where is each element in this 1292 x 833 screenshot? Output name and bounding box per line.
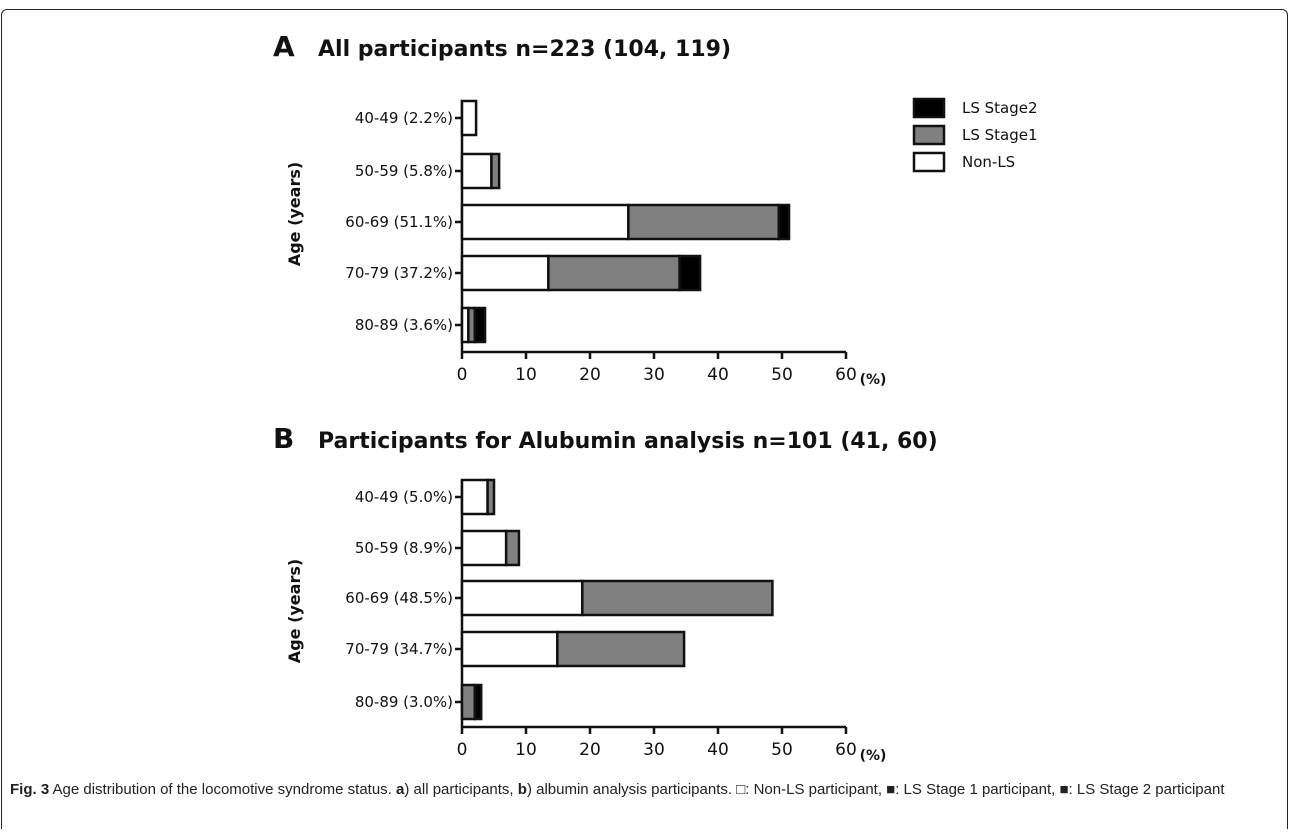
panel-a-bar-non-ls: [460, 99, 478, 137]
panel-a-category-label: 40-49 (2.2%): [355, 109, 453, 127]
panel-b-bar-ls-stage1: [486, 478, 496, 516]
panel-b-bar-ls-stage1: [460, 683, 477, 721]
panel-b-bar-ls-stage2: [473, 683, 483, 721]
panel-a-x-tick-label: 40: [707, 365, 729, 385]
panel-a-bar-ls-stage1: [490, 152, 501, 190]
panel-b-x-tick-label: 40: [707, 740, 729, 760]
panel-a-legend: LS Stage2 LS Stage1 Non-LS: [912, 97, 1038, 173]
panel-a-bar-ls-stage2: [777, 203, 791, 241]
panel-a-x-tick-label: 30: [643, 365, 665, 385]
panel-a-category-label: 80-89 (3.6%): [355, 316, 453, 334]
panel-b: B Participants for Alubumin analysis n=1…: [273, 422, 938, 764]
panel-a-x-unit: (%): [860, 372, 887, 388]
panel-a-letter: A: [273, 30, 295, 63]
panel-a-bar-ls-stage2: [473, 306, 487, 344]
panel-a-x-tick-label: 0: [457, 365, 468, 385]
panel-a-y-axis-title: Age (years): [285, 162, 304, 266]
caption-a: a: [396, 781, 405, 798]
panel-a-bar-ls-stage1: [627, 203, 781, 241]
legend-label-ls-stage1: LS Stage1: [962, 126, 1038, 144]
panel-a-plot: 0 10 20 30 40 50 60 40-49 (2.2%) 50-59 (5.8%) 60-…: [345, 99, 857, 385]
legend-swatch-ls-stage1: [912, 124, 946, 146]
panel-b-bar-ls-stage1: [504, 529, 521, 567]
panel-a-category-label: 50-59 (5.8%): [355, 162, 453, 180]
caption-text-3: ) albumin analysis participants. □: Non-…: [526, 781, 1225, 798]
panel-a-bar-non-ls: [460, 152, 493, 190]
panel-b-bar-non-ls: [460, 478, 489, 516]
panel-a-category-label: 60-69 (51.1%): [345, 213, 453, 231]
figure-caption: Fig. 3 Age distribution of the locomotiv…: [10, 778, 1280, 802]
panel-b-category-label: 60-69 (48.5%): [345, 589, 453, 607]
panel-b-x-tick-label: 0: [457, 740, 468, 760]
caption-text-1: Age distribution of the locomotive syndr…: [49, 781, 397, 798]
panel-b-plot: 0 10 20 30 40 50 60 40-49 (5.0%) 50-59 (8.9%) 60-…: [345, 478, 857, 760]
panel-a-title: All participants n=223 (104, 119): [318, 37, 731, 62]
panel-b-category-label: 40-49 (5.0%): [355, 488, 453, 506]
panel-b-bar-ls-stage1: [556, 630, 686, 668]
panel-b-x-tick-label: 50: [771, 740, 793, 760]
panel-a-category-label: 70-79 (37.2%): [345, 264, 453, 282]
panel-b-letter: B: [273, 422, 294, 455]
panel-a-x-tick-label: 50: [771, 365, 793, 385]
panel-b-bar-non-ls: [460, 529, 508, 567]
caption-b: b: [517, 781, 527, 798]
panel-b-category-label: 70-79 (34.7%): [345, 640, 453, 658]
panel-a-x-tick-label: 20: [579, 365, 601, 385]
panel-a-x-tick-label: 10: [515, 365, 537, 385]
panel-b-x-unit: (%): [860, 748, 887, 764]
caption-text-2: ) all participants,: [404, 781, 518, 798]
legend-label-non-ls: Non-LS: [962, 153, 1015, 171]
legend-swatch-non-ls: [912, 151, 946, 173]
legend-label-ls-stage2: LS Stage2: [962, 99, 1038, 117]
caption-label: Fig. 3: [10, 781, 50, 798]
panel-a-bar-ls-stage1: [547, 254, 681, 292]
panel-b-bar-ls-stage1: [581, 579, 774, 617]
panel-a-bar-non-ls: [460, 203, 630, 241]
panel-b-category-label: 80-89 (3.0%): [355, 693, 453, 711]
panel-a: A All participants n=223 (104, 119) Age …: [273, 30, 1038, 388]
panel-b-x-tick-label: 30: [643, 740, 665, 760]
panel-a-bar-ls-stage2: [678, 254, 702, 292]
panel-b-bar-non-ls: [460, 630, 559, 668]
panel-a-x-tick-label: 60: [835, 365, 857, 385]
legend-swatch-ls-stage2: [912, 97, 946, 119]
figure-frame: [1, 9, 1288, 829]
panel-b-y-axis-title: Age (years): [285, 559, 304, 663]
panel-b-bar-non-ls: [460, 579, 584, 617]
panel-b-x-tick-label: 20: [579, 740, 601, 760]
panel-b-category-label: 50-59 (8.9%): [355, 539, 453, 557]
panel-b-x-tick-label: 60: [835, 740, 857, 760]
figure: A All participants n=223 (104, 119) Age …: [273, 30, 1038, 764]
panel-a-bar-non-ls: [460, 254, 550, 292]
panel-b-x-tick-label: 10: [515, 740, 537, 760]
panel-b-title: Participants for Alubumin analysis n=101…: [318, 429, 938, 454]
